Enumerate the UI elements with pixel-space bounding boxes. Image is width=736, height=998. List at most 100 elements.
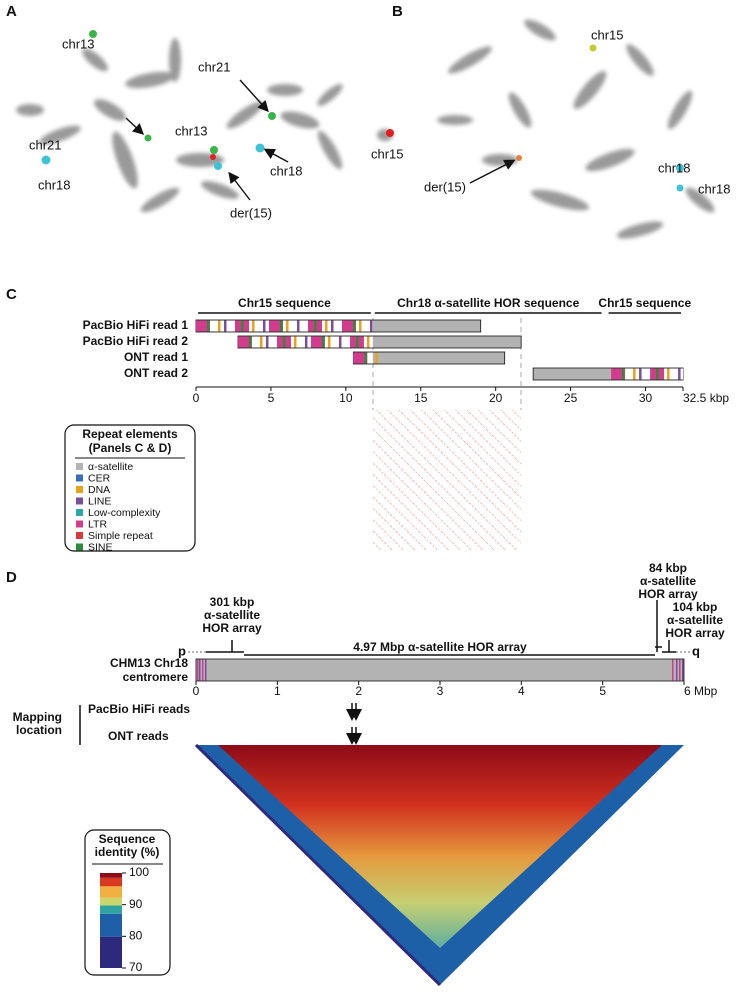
fish-label: chr13 bbox=[175, 123, 208, 138]
legend-swatch bbox=[76, 509, 83, 516]
repeat bbox=[199, 659, 201, 681]
repeat bbox=[259, 336, 263, 348]
read-name: ONT read 2 bbox=[124, 366, 188, 380]
array-label: 104 kbp bbox=[673, 600, 718, 614]
tick-label: 15 bbox=[414, 391, 428, 405]
track-label: centromere bbox=[123, 670, 189, 684]
arm-label: p bbox=[178, 643, 186, 658]
repeat bbox=[197, 659, 199, 681]
colorbar-band bbox=[100, 877, 122, 887]
repeat bbox=[611, 368, 626, 380]
repeat bbox=[327, 336, 331, 348]
tick-label: 30 bbox=[639, 391, 653, 405]
repeat bbox=[237, 336, 252, 348]
legend-title: Repeat elements bbox=[82, 427, 178, 441]
repeat bbox=[633, 368, 636, 380]
repeat bbox=[224, 320, 227, 332]
panel-letter: D bbox=[6, 569, 17, 586]
mapping-row: PacBio HiFi reads bbox=[88, 702, 190, 716]
colorbar-band bbox=[100, 886, 122, 898]
mapping-title: location bbox=[16, 723, 62, 737]
repeat bbox=[359, 320, 362, 332]
fish-label: chr18 bbox=[270, 163, 303, 178]
centromere-track bbox=[195, 658, 685, 682]
fish-label: chr15 bbox=[371, 146, 404, 161]
repeat bbox=[218, 320, 221, 332]
tick-label: 6 Mbp bbox=[684, 684, 718, 698]
legend-box bbox=[64, 424, 196, 552]
repeat bbox=[370, 320, 373, 332]
array-label: HOR array bbox=[665, 626, 725, 640]
dotplot bbox=[373, 410, 521, 550]
array-label: 301 kbp bbox=[210, 595, 255, 609]
repeat bbox=[639, 368, 642, 380]
tick-label: 3 bbox=[437, 684, 444, 698]
legend-swatch bbox=[76, 486, 83, 493]
repeat bbox=[265, 336, 269, 348]
tick-label: 5 bbox=[268, 391, 275, 405]
fish-signals bbox=[41, 30, 684, 192]
metaphase-spread bbox=[16, 19, 715, 239]
array-label: α-satellite bbox=[204, 608, 260, 622]
repeat bbox=[622, 368, 625, 380]
repeat bbox=[269, 320, 283, 332]
repeat bbox=[338, 336, 342, 348]
legend-label: Low-complexity bbox=[88, 507, 161, 519]
repeat bbox=[353, 320, 356, 332]
array-label: HOR array bbox=[202, 621, 262, 635]
tick-label: 25 bbox=[564, 391, 578, 405]
flank bbox=[196, 320, 373, 332]
repeat bbox=[682, 659, 684, 681]
fish-label: chr15 bbox=[591, 27, 624, 42]
array-label: α-satellite bbox=[640, 574, 696, 588]
repeat bbox=[325, 320, 328, 332]
repeat bbox=[310, 336, 325, 348]
legend-label: α-satellite bbox=[88, 461, 133, 473]
legend-swatch bbox=[76, 474, 83, 482]
read-name: PacBio HiFi read 2 bbox=[83, 334, 189, 348]
flank bbox=[611, 368, 683, 380]
repeat bbox=[196, 320, 210, 332]
colorbar-band bbox=[100, 913, 122, 937]
repeat bbox=[314, 320, 317, 332]
colorbar-band bbox=[100, 873, 122, 878]
fish-label: chr18 bbox=[658, 160, 691, 175]
colorbar-title: Sequence bbox=[99, 832, 156, 846]
tick-label: 0 bbox=[193, 391, 200, 405]
colorbar-band bbox=[100, 905, 122, 914]
region-label: Chr15 sequence bbox=[598, 296, 691, 310]
tick-label: 70 bbox=[129, 960, 143, 974]
tick-label: 2 bbox=[355, 684, 362, 698]
repeat bbox=[304, 336, 308, 348]
fish-label: chr21 bbox=[29, 137, 62, 152]
repeat bbox=[353, 352, 368, 364]
colorbar-title: identity (%) bbox=[95, 845, 160, 859]
repeat bbox=[331, 320, 334, 332]
repeat bbox=[321, 336, 325, 348]
array-label: 84 kbp bbox=[649, 561, 687, 575]
repeat bbox=[656, 368, 659, 380]
repeat bbox=[678, 368, 681, 380]
array-label: 4.97 Mbp α-satellite HOR array bbox=[353, 640, 527, 654]
region-label: Chr15 sequence bbox=[238, 296, 331, 310]
tick-label: 0 bbox=[193, 684, 200, 698]
repeat bbox=[676, 659, 678, 681]
arrows bbox=[125, 79, 516, 201]
tick-label: 20 bbox=[489, 391, 503, 405]
repeat bbox=[293, 336, 297, 348]
track-label: CHM13 Chr18 bbox=[110, 656, 188, 670]
colorbar-band bbox=[100, 897, 122, 906]
tick-label: 32.5 kbp bbox=[683, 391, 729, 405]
colorbar-band bbox=[100, 936, 122, 968]
legend-title: (Panels C & D) bbox=[89, 441, 172, 455]
legend-label: LINE bbox=[88, 495, 111, 507]
repeat bbox=[667, 368, 670, 380]
legend-label: DNA bbox=[88, 484, 110, 496]
repeat bbox=[248, 336, 252, 348]
tick-label: 90 bbox=[129, 897, 143, 911]
legend-swatch bbox=[76, 532, 83, 539]
repeat bbox=[366, 336, 370, 348]
heatmap-edge bbox=[194, 743, 442, 987]
legend-swatch bbox=[76, 463, 83, 470]
